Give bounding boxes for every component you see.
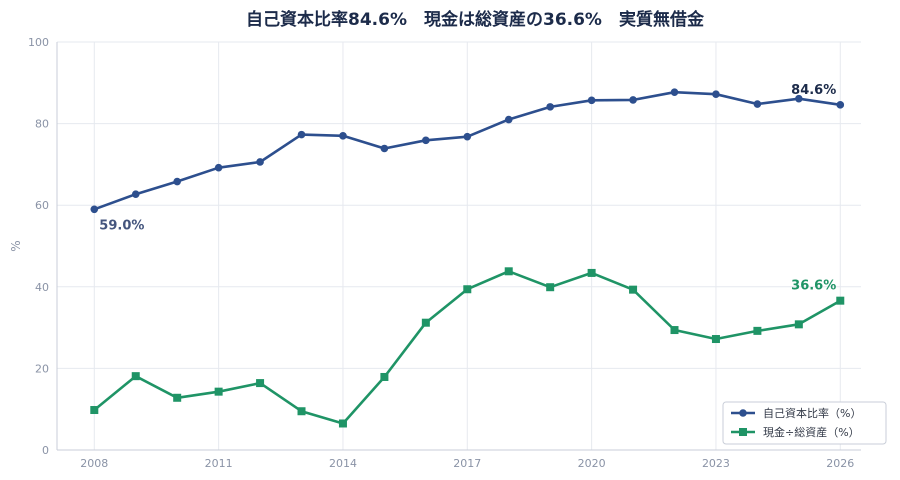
data-point [214, 387, 223, 396]
data-point [794, 320, 803, 329]
x-tick-label: 2014 [329, 457, 357, 470]
data-point [836, 296, 845, 305]
data-point [546, 103, 554, 111]
y-tick-label: 80 [35, 118, 49, 131]
y-tick-label: 60 [35, 199, 49, 212]
data-point [131, 372, 140, 381]
data-point [422, 136, 430, 145]
data-point [380, 372, 389, 381]
data-point [339, 132, 347, 140]
x-tick-label: 2011 [205, 457, 233, 470]
data-point [587, 96, 596, 105]
data-point [380, 144, 389, 153]
data-annotation: 36.6% [791, 279, 836, 294]
legend-label: 現金÷総資産（%） [763, 425, 860, 439]
data-point [214, 163, 223, 172]
data-point [753, 100, 762, 108]
data-point [256, 158, 264, 166]
data-point [629, 96, 637, 104]
y-axis-label: % [9, 240, 23, 251]
data-point [173, 177, 181, 186]
x-tick-label: 2008 [80, 457, 108, 470]
gridlines [57, 41, 861, 451]
y-tick-label: 40 [35, 281, 49, 294]
data-point [463, 132, 472, 141]
data-annotation: 59.0% [99, 218, 144, 233]
data-point [504, 115, 513, 124]
axes: 0 20 40 60 80 100 2008 2011 2014 2017 2020 2023 2026 [28, 36, 861, 470]
data-point [297, 130, 306, 139]
data-point [504, 267, 513, 276]
chart-title: 自己資本比率84.6% 現金は総資産の36.6% 実質無借金 [246, 9, 705, 30]
data-point [546, 283, 555, 292]
y-tick-label: 0 [42, 444, 49, 457]
data-point [670, 88, 679, 96]
legend-item-1: 自己資本比率（%） [731, 406, 861, 420]
legend-marker [739, 428, 747, 436]
data-point [670, 326, 679, 335]
data-point [712, 90, 720, 99]
data-point [711, 335, 720, 344]
series-2 [90, 267, 845, 428]
data-point [795, 94, 803, 103]
data-point [131, 190, 140, 198]
y-tick-label: 20 [35, 362, 49, 375]
legend-item-2: 現金÷総資産（%） [731, 425, 860, 439]
data-point [256, 379, 265, 388]
data-point [421, 318, 430, 327]
x-tick-label: 2023 [702, 457, 730, 470]
x-tick-label: 2017 [453, 457, 481, 470]
data-point [629, 285, 638, 294]
annotations: 59.0% 84.6% 36.6% [99, 83, 836, 294]
data-point [836, 101, 845, 109]
data-point [297, 407, 306, 416]
x-tick-label: 2020 [578, 457, 606, 470]
legend-marker [739, 409, 747, 417]
series-layer [90, 88, 845, 428]
data-point [173, 393, 182, 402]
data-point [90, 205, 99, 214]
legend-label: 自己資本比率（%） [763, 406, 861, 420]
data-point [587, 268, 596, 277]
data-point [753, 326, 762, 335]
data-point [338, 419, 347, 428]
legend: 自己資本比率（%） 現金÷総資産（%） [722, 401, 887, 445]
data-point [463, 285, 472, 294]
data-point [90, 406, 99, 415]
y-tick-label: 100 [28, 36, 49, 49]
data-annotation: 84.6% [791, 83, 836, 98]
x-tick-label: 2026 [826, 457, 854, 470]
legend-box [722, 401, 887, 445]
series-1 [90, 88, 845, 214]
